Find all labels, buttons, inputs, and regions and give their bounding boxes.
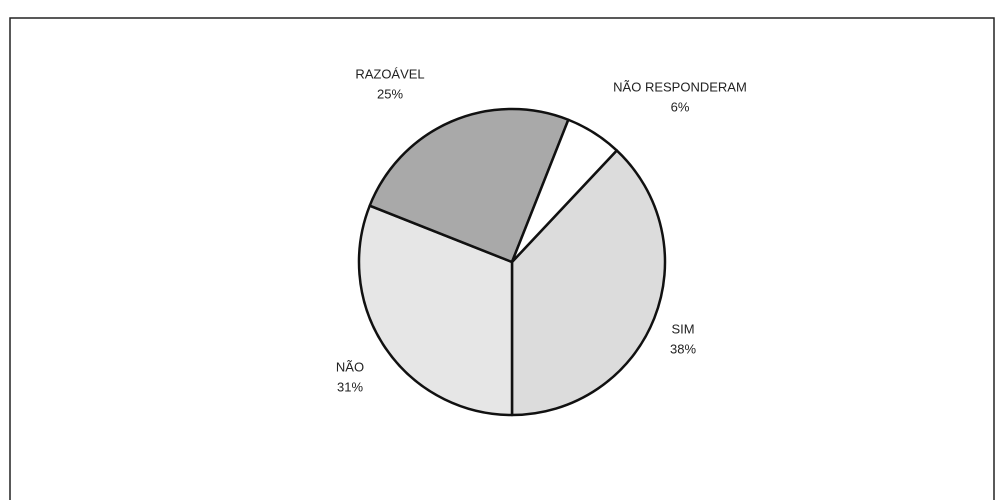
pie-slice bbox=[510, 118, 618, 264]
slice-value-label: 31% bbox=[337, 379, 363, 394]
slice-label: RAZOÁVEL bbox=[355, 66, 424, 81]
slice-label: SIM bbox=[671, 321, 694, 336]
slice-value-label: 25% bbox=[377, 86, 403, 101]
slice-label: NÃO RESPONDERAM bbox=[613, 79, 747, 94]
slice-value-label: 38% bbox=[670, 341, 696, 356]
pie-slice bbox=[357, 204, 514, 417]
pie-slice bbox=[510, 149, 667, 417]
pie-slice bbox=[368, 107, 570, 264]
pie bbox=[357, 107, 667, 417]
slice-label: NÃO bbox=[336, 359, 364, 374]
slice-value-label: 6% bbox=[671, 99, 690, 114]
